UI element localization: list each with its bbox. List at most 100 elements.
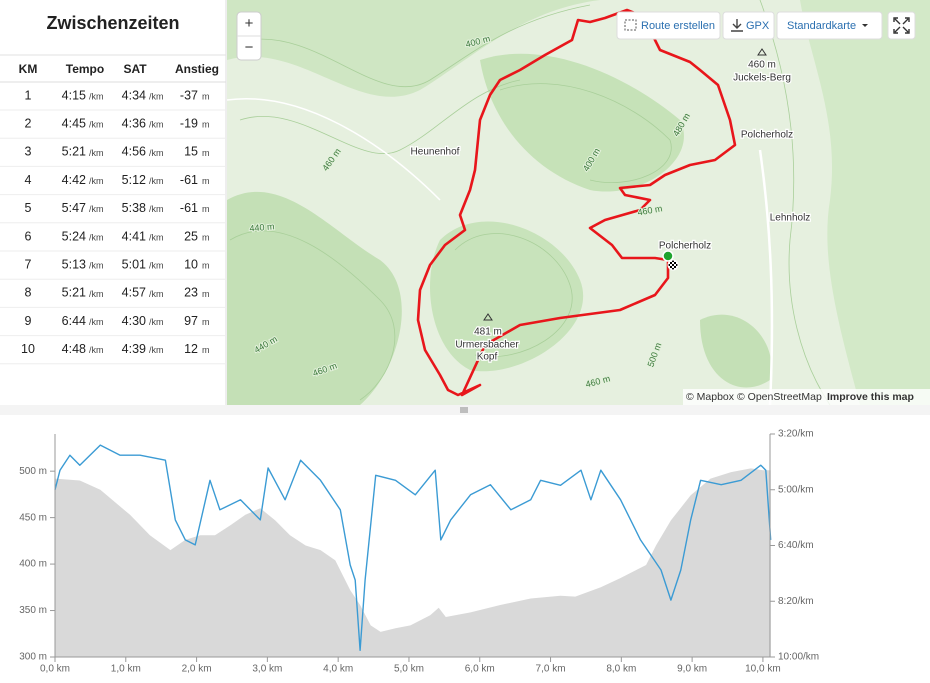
x-tick-label: 2,0 km	[182, 664, 212, 675]
climb-unit: m	[202, 289, 210, 299]
route-button[interactable]	[616, 11, 721, 40]
map-style-button[interactable]	[776, 11, 883, 40]
attribution-osm[interactable]: © OpenStreetMap	[737, 391, 822, 403]
place-label: Lehnholz	[770, 213, 811, 224]
y-tick-label: 300 m	[19, 652, 47, 663]
split-climb: 97	[184, 314, 198, 328]
pace-unit: /km	[149, 345, 164, 355]
split-pace: 5:24	[62, 229, 86, 243]
split-gap: 4:56	[122, 145, 146, 159]
column-header: SAT	[123, 62, 147, 76]
climb-unit: m	[202, 345, 210, 355]
split-gap: 4:30	[122, 314, 146, 328]
terrain	[227, 0, 600, 97]
split-pace: 4:48	[62, 342, 86, 356]
column-header: Anstieg	[175, 62, 219, 76]
contour-label: 440 m	[249, 221, 275, 233]
split-climb: 15	[184, 145, 198, 159]
split-gap: 4:36	[122, 116, 146, 130]
pace-unit: /km	[149, 261, 164, 271]
split-pace: 4:42	[62, 173, 86, 187]
attribution-mapbox[interactable]: © Mapbox	[686, 391, 735, 403]
pace-unit: /km	[89, 204, 104, 214]
split-pace: 5:21	[62, 286, 86, 300]
climb-unit: m	[202, 176, 210, 186]
split-gap: 5:38	[122, 201, 146, 215]
split-pace: 5:21	[62, 145, 86, 159]
split-km: 3	[25, 145, 32, 159]
route-button-label[interactable]: Route erstellen	[641, 20, 715, 32]
pace-unit: /km	[89, 261, 104, 271]
pace-unit: /km	[89, 176, 104, 186]
split-gap: 4:57	[122, 286, 146, 300]
y2-tick-label: 10:00/km	[778, 652, 819, 663]
pace-unit: /km	[89, 120, 104, 130]
y-tick-label: 400 m	[19, 559, 47, 570]
split-gap: 5:12	[122, 173, 146, 187]
place-label: Heunenhof	[411, 147, 460, 158]
column-header: Tempo	[66, 62, 104, 76]
climb-unit: m	[202, 317, 210, 327]
pace-line	[54, 444, 772, 651]
terrain	[700, 314, 772, 388]
gpx-button[interactable]	[722, 11, 775, 40]
pace-unit: /km	[89, 317, 104, 327]
pace-unit: /km	[89, 289, 104, 299]
split-gap: 4:39	[122, 342, 146, 356]
dropdown-caret	[862, 24, 868, 27]
pace-unit: /km	[89, 232, 104, 242]
splitter-handle	[460, 407, 468, 413]
x-tick-label: 10,0 km	[745, 664, 781, 675]
x-tick-label: 7,0 km	[536, 664, 566, 675]
pace-unit: /km	[149, 120, 164, 130]
pace-unit: /km	[149, 91, 164, 101]
split-climb: 12	[184, 342, 198, 356]
split-km: 1	[25, 88, 32, 102]
download-icon	[731, 19, 743, 32]
x-tick-label: 4,0 km	[323, 664, 353, 675]
pace-unit: /km	[149, 176, 164, 186]
split-climb: 23	[184, 286, 198, 300]
gpx-button-label[interactable]: GPX	[746, 20, 770, 32]
x-tick-label: 0,0 km	[40, 664, 70, 675]
split-pace: 6:44	[62, 314, 86, 328]
x-tick-label: 9,0 km	[677, 664, 707, 675]
split-km: 7	[25, 257, 32, 271]
fullscreen-button[interactable]	[887, 11, 916, 40]
terrain	[800, 0, 930, 405]
split-climb: -37	[180, 88, 198, 102]
split-climb: -19	[180, 116, 198, 130]
climb-unit: m	[202, 148, 210, 158]
climb-unit: m	[202, 120, 210, 130]
y2-tick-label: 8:20/km	[778, 596, 814, 607]
pace-unit: /km	[89, 345, 104, 355]
split-km: 6	[25, 229, 32, 243]
place-label: 460 m	[748, 60, 776, 71]
pace-unit: /km	[89, 148, 104, 158]
pace-unit: /km	[149, 317, 164, 327]
place-label: Kopf	[477, 352, 498, 363]
zoom-out[interactable]: −	[245, 39, 254, 56]
terrain	[480, 53, 684, 192]
map-style-label[interactable]: Standardkarte	[787, 20, 856, 32]
climb-unit: m	[202, 261, 210, 271]
road	[758, 149, 774, 405]
fullscreen-icon	[893, 17, 910, 34]
y2-tick-label: 5:00/km	[778, 484, 814, 495]
finish-marker	[667, 259, 679, 271]
improve-map-link[interactable]: Improve this map	[827, 391, 914, 403]
split-pace: 4:45	[62, 116, 86, 130]
route	[416, 8, 737, 397]
y-tick-label: 500 m	[19, 466, 47, 477]
split-km: 5	[25, 201, 32, 215]
split-km: 4	[25, 173, 32, 187]
split-gap: 5:01	[122, 257, 146, 271]
split-climb: -61	[180, 201, 198, 215]
pace-unit: /km	[149, 148, 164, 158]
x-tick-label: 8,0 km	[606, 664, 636, 675]
peak-icon	[757, 48, 767, 56]
split-pace: 5:47	[62, 201, 86, 215]
zoom-in[interactable]: +	[245, 15, 254, 32]
column-header: KM	[19, 62, 38, 76]
map[interactable]: Heunenhof 460 m Juckels-Berg Polcherholz Leh…	[227, 0, 930, 405]
